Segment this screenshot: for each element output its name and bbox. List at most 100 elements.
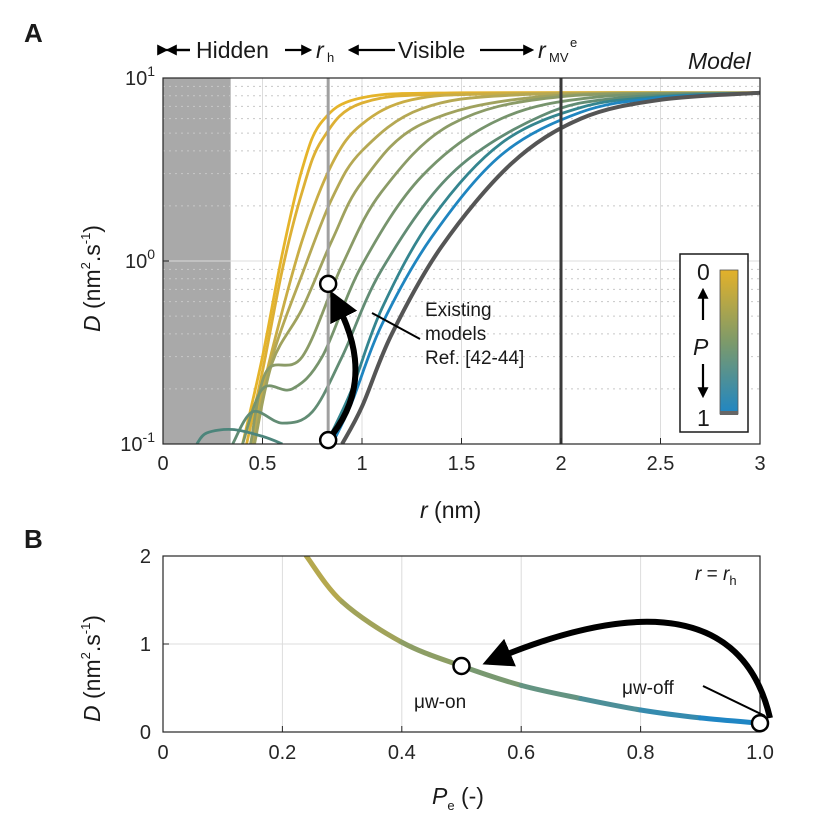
rh-top-label: r (316, 37, 325, 63)
visible-label: Visible (398, 37, 465, 63)
panel-b-ticks: 0 0.2 0.4 0.6 0.8 1.0 0 1 2 (140, 546, 774, 764)
ylabel-b-sup2: 2 (78, 652, 93, 659)
panel-a-markers (318, 274, 338, 450)
x-tick-label: 1 (356, 453, 367, 475)
colorbar-gradient (719, 269, 739, 415)
label-mw-off: μw-off (622, 678, 674, 699)
marker-b-1 (750, 713, 770, 733)
annotation-line-2: models (425, 324, 486, 345)
x-tick-label: 1.0 (746, 742, 774, 764)
xlabel-b-sub: e (447, 798, 454, 813)
hidden-label: Hidden (196, 37, 269, 63)
marker-b-0 (452, 656, 471, 676)
svg-text:D (nm2.s-1): D (nm2.s-1) (78, 615, 105, 722)
panel-a-ylabel: D (nm2.s-1) (78, 225, 105, 332)
rmv-top-sup: e (570, 35, 577, 50)
ylabel-b-supm1: -1 (78, 623, 93, 635)
x-tick-label: 0 (157, 742, 168, 764)
series-line-P-1 (340, 90, 760, 444)
microwave-arrow (482, 618, 773, 719)
panel-b-xlabel: Pe (-) (432, 783, 484, 813)
x-tick-label: 1.5 (448, 453, 476, 475)
panel-a-label: A (24, 18, 43, 48)
ylabel-a-supm1: -1 (78, 233, 93, 245)
annotation-line-3: Ref. [42-44] (425, 348, 524, 369)
panel-a-curves (195, 90, 760, 444)
xlabel-b-main: P (432, 783, 448, 809)
panel-a-xlabel: r (nm) (420, 497, 481, 523)
rr-sub: h (729, 573, 736, 588)
panel-b: B 0 0.2 0.4 0.6 0.8 1.0 0 1 2 μw-on μw-off r = r… (24, 524, 774, 813)
ylabel-a-unit2: .s (79, 244, 105, 262)
mw-off-leader (702, 685, 766, 717)
ylabel-b-unit2: .s (79, 634, 105, 652)
svg-text:D (nm2.s-1): D (nm2.s-1) (78, 225, 105, 332)
x-tick-label: 0.5 (249, 453, 277, 475)
x-tick-label: 0 (157, 453, 168, 475)
panel-a-grid (163, 77, 760, 444)
colorbar-legend: 0 1 P (679, 253, 749, 433)
x-tick-label: 0.8 (627, 742, 655, 764)
series-line-P-0.9 (330, 91, 760, 444)
xlabel-a-unit: (nm) (428, 497, 482, 523)
panel-b-label: B (24, 524, 43, 554)
colorbar-var-label: P (693, 334, 709, 360)
colorbar-top-label: 0 (697, 259, 710, 285)
colorbar-gray-tick (720, 411, 738, 415)
series-line-P-0.6 (241, 91, 760, 444)
marker-a-1 (318, 430, 338, 450)
pe-curve-segment (399, 639, 464, 669)
pe-curve-segment (459, 663, 524, 688)
x-tick-label: 2.5 (647, 453, 675, 475)
ylabel-a-sup2: 2 (78, 262, 93, 269)
panel-a-ticks: 0 0.5 1 1.5 2 2.5 3 10-1 100 101 (120, 63, 765, 475)
rh-top-sub: h (327, 50, 334, 65)
panel-b-ylabel: D (nm2.s-1) (78, 615, 105, 722)
y-tick-label: 1 (140, 634, 151, 656)
marker-a-0 (318, 274, 338, 294)
panel-b-curve (303, 556, 760, 726)
rr-label: r = rh (695, 564, 737, 588)
existing-models-arrow (324, 290, 359, 443)
pe-curve-segment (638, 707, 703, 721)
series-line-P-0.7 (231, 91, 760, 444)
pe-curve-segment (578, 696, 644, 713)
pe-curve-segment (303, 556, 345, 605)
model-label: Model (688, 48, 752, 74)
label-mw-on: μw-on (414, 692, 466, 713)
y-tick-label: 100 (125, 246, 155, 273)
ylabel-a-unit3: ) (79, 225, 105, 233)
pe-curve-segment (339, 599, 405, 645)
ylabel-b-unit1: (nm (79, 659, 105, 705)
y-tick-label: 0 (140, 722, 151, 744)
x-tick-label: 0.4 (388, 742, 416, 764)
rmv-top-label: r (538, 37, 547, 63)
series-line-P-0.5 (249, 91, 760, 444)
colorbar-bottom-label: 1 (697, 405, 710, 431)
x-tick-label: 0.2 (268, 742, 296, 764)
rmv-top-sub: MV (549, 50, 569, 65)
xlabel-a-main: r (420, 497, 429, 523)
rr-eq: = (701, 564, 723, 585)
y-tick-label: 101 (125, 63, 155, 90)
ylabel-b-unit3: ) (79, 615, 105, 623)
annotation-leader (371, 312, 421, 340)
x-tick-label: 0.6 (507, 742, 535, 764)
ylabel-b-main: D (79, 705, 105, 722)
rr-a: r (695, 564, 702, 585)
y-tick-label: 2 (140, 546, 151, 568)
ylabel-a-unit1: (nm (79, 269, 105, 315)
x-tick-label: 3 (754, 453, 765, 475)
series-line-P-0.8 (195, 427, 283, 444)
xlabel-b-unit: (-) (455, 783, 484, 809)
x-tick-label: 2 (555, 453, 566, 475)
ylabel-a-main: D (79, 315, 105, 332)
series-line-P-0.3 (251, 91, 760, 444)
annotation-line-1: Existing (425, 300, 492, 321)
panel-b-markers (452, 656, 770, 733)
y-tick-label: 10-1 (120, 429, 155, 456)
rr-b: r (723, 564, 730, 585)
pe-curve-segment (518, 682, 584, 702)
